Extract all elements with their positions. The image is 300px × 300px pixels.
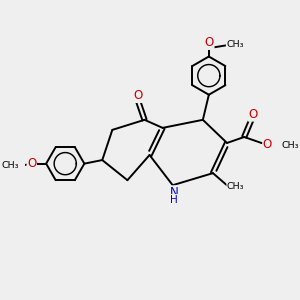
Text: O: O bbox=[205, 36, 214, 50]
Text: O: O bbox=[263, 138, 272, 152]
Text: CH₃: CH₃ bbox=[227, 182, 244, 191]
Text: O: O bbox=[133, 89, 142, 102]
Text: CH₃: CH₃ bbox=[2, 161, 19, 170]
Text: N: N bbox=[169, 186, 178, 199]
Text: O: O bbox=[27, 157, 36, 170]
Text: O: O bbox=[248, 108, 257, 121]
Text: H: H bbox=[170, 194, 178, 205]
Text: CH₃: CH₃ bbox=[226, 40, 244, 49]
Text: CH₃: CH₃ bbox=[281, 141, 299, 150]
